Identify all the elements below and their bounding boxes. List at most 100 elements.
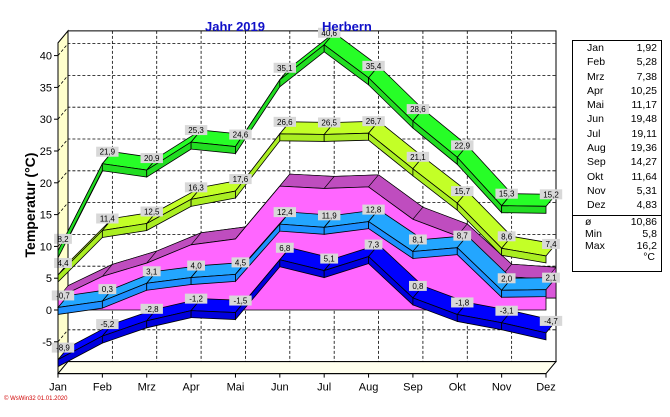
data-label-text: 11,9 (322, 211, 338, 220)
legend-month-value: 5,31 (636, 184, 657, 197)
data-label: 5,1 (320, 253, 339, 264)
legend-month-row: Dez 4,83 (573, 198, 661, 212)
data-label-bg (51, 290, 75, 301)
data-label-text: 35,4 (366, 62, 382, 71)
legend-max-row: Max 16,2 (573, 240, 661, 252)
data-label-text: 8,2 (57, 235, 69, 244)
legend-month-name: Jun (587, 113, 604, 126)
data-label: 21,1 (406, 151, 430, 162)
data-label-text: -1,2 (189, 295, 203, 304)
data-label-bg (273, 116, 297, 127)
data-label: 4,4 (54, 258, 72, 269)
chart-axes: -5 0 5 10 15 20 25 30 35 40 Jan Feb Mrz Apr Mai Jun Jul A… (40, 42, 556, 394)
y-tick-label: 10 (40, 241, 52, 253)
data-label-bg (317, 117, 341, 128)
y-axis-label: Temperatur (°C) (22, 153, 38, 258)
x-tick-label: Okt (449, 382, 466, 394)
y-tick-label: 40 (40, 51, 52, 63)
data-label-text: 26,5 (321, 118, 337, 127)
data-label-bg (96, 213, 119, 224)
ribbon-segment (279, 133, 325, 142)
legend-avg-value: 10,86 (630, 215, 657, 228)
y-tick-label: 5 (46, 273, 52, 285)
grid-line-h (57, 329, 556, 343)
data-label: 24,6 (229, 129, 252, 140)
data-label-bg (96, 319, 119, 330)
legend-month-value: 11,17 (631, 99, 658, 112)
legend-month-row: Apr 10,25 (573, 84, 661, 98)
data-label-text: 2,1 (545, 274, 557, 283)
data-label-text: 21,9 (100, 148, 116, 157)
x-tick-label: Feb (93, 382, 112, 394)
data-label-text: 12,5 (144, 208, 160, 217)
data-label: 0,8 (409, 280, 427, 291)
data-label: 35,4 (362, 60, 385, 71)
legend-month-row: Jul 19,11 (573, 127, 661, 141)
data-label-bg (184, 125, 208, 136)
data-label-bg (54, 258, 72, 269)
legend-avg-symbol: ø (585, 215, 592, 228)
data-label: 25,3 (184, 125, 208, 136)
legend-month-row: Feb 5,28 (573, 55, 661, 69)
ribbon-segment (501, 247, 547, 264)
y-tick-label: -5 (42, 337, 52, 349)
data-label: 7,3 (364, 239, 383, 250)
legend-month-row: Nov 5,31 (573, 184, 661, 198)
legend-month-value: 14,27 (630, 156, 657, 169)
plot-side-wall (57, 29, 69, 375)
grid-line-h (57, 170, 556, 184)
data-label: -0,7 (51, 290, 75, 301)
data-label-bg (539, 189, 563, 200)
data-label-bg (362, 60, 385, 71)
x-tick-label: Jan (49, 382, 67, 394)
data-label-text: 15,2 (543, 190, 559, 199)
y-tick-label: 15 (40, 210, 52, 222)
data-label-bg (317, 210, 341, 221)
x-tick-label: Mai (227, 382, 245, 394)
data-label-text: -1,5 (234, 297, 248, 306)
data-label-bg (184, 293, 208, 304)
legend-min-value: 5,8 (642, 227, 657, 240)
y-tick-label: 30 (40, 114, 52, 126)
data-label-bg (231, 257, 250, 268)
legend-min-row: Min 5,8 (573, 228, 661, 240)
legend-month-row: Mrz 7,38 (573, 70, 661, 84)
data-label-text: -2,8 (145, 305, 159, 314)
legend-month-value: 19,36 (630, 142, 657, 155)
data-label-text: 8,1 (412, 235, 424, 244)
legend-month-name: Nov (587, 184, 606, 197)
data-label-text: -8,9 (56, 344, 70, 353)
y-tick-label: 25 (40, 146, 52, 158)
data-label-bg (495, 305, 518, 316)
data-label-bg (317, 27, 341, 38)
x-tick-label: Jun (271, 382, 289, 394)
legend-min-label: Min (585, 227, 602, 240)
data-label: 17,6 (229, 174, 252, 185)
x-tick-label: Jul (317, 382, 331, 394)
credit-text: © WsWin32 01.01.2020 (4, 395, 68, 402)
legend-max-value: 16,2 (636, 239, 657, 252)
data-label-bg (453, 230, 472, 241)
data-label-bg (140, 303, 163, 314)
data-label: 15,2 (539, 189, 563, 200)
data-label: 35,1 (273, 62, 297, 73)
data-label: 40,6 (317, 27, 341, 38)
data-label-bg (497, 231, 516, 242)
data-label-text: -4,7 (544, 317, 558, 326)
data-label: 6,8 (275, 242, 294, 253)
data-label-text: 20,9 (144, 154, 160, 163)
data-label-text: 4,4 (57, 259, 69, 268)
chart-title-year: Jahr 2019 (205, 19, 265, 34)
x-tick-label: Sep (403, 382, 423, 394)
legend-month-name: Jul (587, 127, 601, 140)
legend-max-label: Max (585, 239, 605, 252)
data-label-text: 7,4 (545, 240, 557, 249)
legend-month-name: Mai (587, 99, 604, 112)
data-label-bg (406, 151, 430, 162)
data-label-text: 21,1 (410, 153, 426, 162)
data-label: 8,6 (497, 231, 516, 242)
data-label-bg (273, 62, 297, 73)
series-abs_min (57, 243, 557, 368)
data-label-bg (275, 242, 294, 253)
